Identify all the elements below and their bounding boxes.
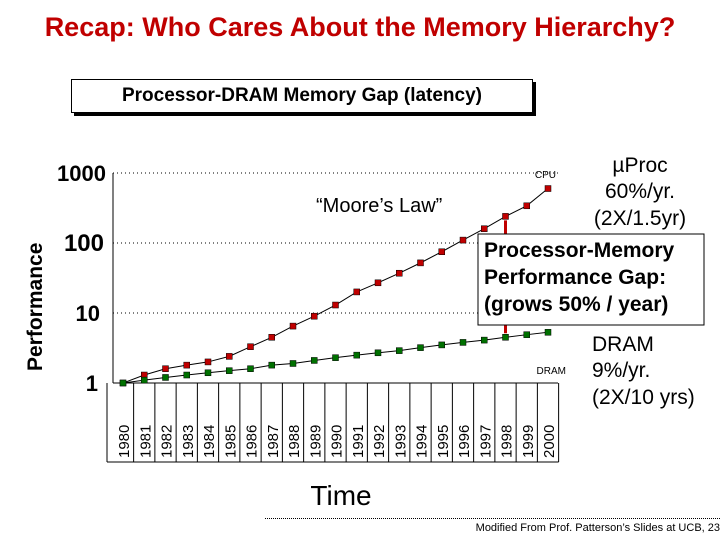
- point-dram: [502, 334, 509, 341]
- point-cpu: [226, 353, 233, 360]
- gap-annotation-box: [477, 233, 705, 326]
- cpu-series-label: CPU: [535, 170, 556, 181]
- x-tick-label: 1989: [307, 425, 324, 458]
- point-cpu: [396, 269, 403, 277]
- y-tick-label: 1000: [57, 161, 106, 186]
- cpu-rate-line: 60%/yr.: [605, 180, 675, 203]
- dram-series-label: DRAM: [537, 366, 566, 377]
- point-dram: [141, 376, 148, 384]
- point-dram: [268, 361, 275, 369]
- moores-law-label: “Moore’s Law”: [316, 195, 442, 217]
- x-tick-label: 1992: [371, 425, 388, 458]
- dram-rate-line: DRAM: [592, 333, 654, 356]
- point-dram: [204, 369, 212, 377]
- point-dram: [353, 351, 360, 359]
- gap-annotation-line: Performance Gap:: [484, 266, 666, 289]
- point-dram: [481, 336, 488, 344]
- point-cpu: [332, 301, 339, 309]
- point-cpu: [374, 279, 382, 287]
- y-tick-label: 1: [86, 371, 98, 396]
- point-dram: [438, 341, 445, 349]
- x-tick-label: 1996: [456, 425, 473, 458]
- x-tick-label: 1999: [520, 425, 537, 458]
- axes: [106, 173, 560, 463]
- point-dram: [374, 349, 382, 357]
- point-dram: [226, 367, 233, 374]
- point-dram: [544, 329, 552, 336]
- point-dram: [247, 365, 254, 372]
- dram-rate-line: (2X/10 yrs): [592, 386, 695, 409]
- point-dram: [119, 379, 127, 387]
- point-cpu: [459, 236, 467, 244]
- x-tick-label: 1994: [414, 425, 431, 458]
- y-tick-label: 100: [64, 230, 104, 257]
- point-cpu: [417, 259, 424, 267]
- point-cpu: [268, 334, 275, 341]
- x-tick-label: 1980: [116, 425, 133, 458]
- x-tick-label: 1993: [392, 425, 409, 458]
- dram-rate-line: 9%/yr.: [592, 359, 650, 382]
- y-tick-label: 10: [76, 301, 100, 326]
- point-dram: [396, 347, 403, 354]
- point-dram: [289, 360, 297, 367]
- x-tick-label: 2000: [541, 425, 558, 458]
- gap-annotation-line: Processor-Memory: [484, 239, 675, 262]
- x-tick-label: 1997: [477, 425, 494, 458]
- gap-annotation-line: (grows 50% / year): [484, 293, 668, 316]
- point-cpu: [311, 312, 318, 320]
- point-dram: [459, 339, 467, 346]
- x-tick-label: 1981: [137, 425, 154, 458]
- point-cpu: [438, 248, 445, 255]
- point-cpu: [544, 185, 552, 192]
- x-tick-label: 1983: [180, 425, 197, 458]
- y-tick-labels: 1 10 100 1000: [57, 161, 106, 396]
- point-cpu: [502, 213, 509, 220]
- x-tick-label: 1991: [350, 425, 367, 458]
- series-lines: [119, 185, 552, 387]
- slide-title: Recap: Who Cares About the Memory Hierar…: [44, 12, 676, 42]
- x-tick-label: 1998: [499, 425, 516, 458]
- point-cpu: [353, 288, 360, 296]
- point-cpu: [162, 365, 169, 372]
- point-cpu: [183, 361, 190, 369]
- x-axis-label: Time: [310, 480, 371, 511]
- x-tick-labels: 1980 1981 1982 1983 1984 1985 1986 1987 1988 1989…: [116, 425, 558, 458]
- annotations: Time CPU DRAM “Moore’s Law” µProc 60%/yr. (2X/…: [310, 154, 705, 511]
- cpu-rate-line: µProc: [612, 154, 667, 177]
- x-tick-label: 1988: [286, 425, 303, 458]
- point-dram: [183, 371, 190, 379]
- point-dram: [523, 331, 530, 338]
- x-tick-label: 1990: [329, 425, 346, 458]
- point-cpu: [204, 358, 212, 366]
- point-cpu: [247, 343, 254, 350]
- x-tick-label: 1987: [265, 425, 282, 458]
- point-cpu: [481, 225, 488, 232]
- point-dram: [417, 344, 424, 351]
- x-tick-label: 1985: [222, 425, 239, 458]
- point-dram: [162, 374, 169, 381]
- point-dram: [311, 357, 318, 364]
- x-tick-label: 1982: [159, 425, 176, 458]
- slide-footer: Modified From Prof. Patterson’s Slides a…: [265, 518, 720, 534]
- point-cpu: [523, 202, 530, 210]
- chart-subtitle: Processor-DRAM Memory Gap (latency): [71, 79, 533, 113]
- x-tick-label: 1995: [435, 425, 452, 458]
- cpu-rate-line: (2X/1.5yr): [594, 207, 686, 230]
- x-tick-label: 1984: [201, 425, 218, 458]
- point-cpu: [289, 322, 297, 330]
- x-tick-label: 1986: [244, 425, 261, 458]
- point-dram: [332, 354, 339, 361]
